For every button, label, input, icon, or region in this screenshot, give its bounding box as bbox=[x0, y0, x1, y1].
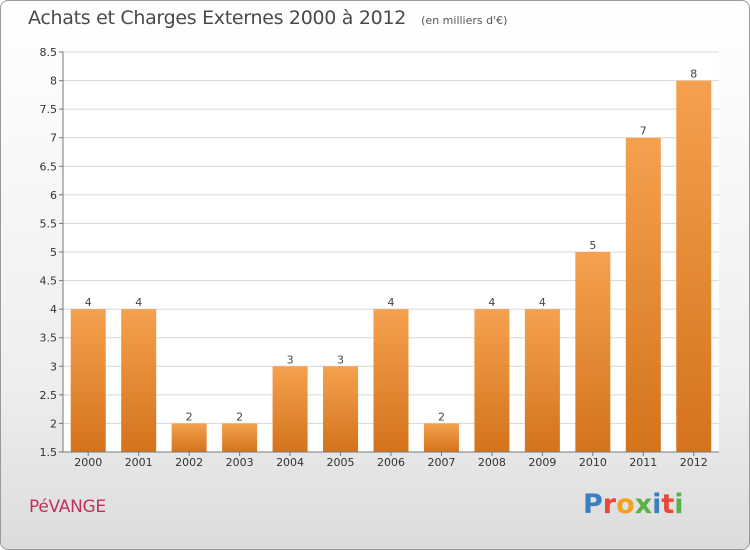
data-label: 4 bbox=[539, 296, 546, 309]
bar-2006 bbox=[373, 309, 409, 452]
chart-subtitle: (en milliers d'€) bbox=[421, 14, 508, 27]
x-tick-label: 2004 bbox=[276, 456, 304, 469]
x-tick-label: 2007 bbox=[427, 456, 455, 469]
x-tick-label: 2010 bbox=[579, 456, 607, 469]
x-tick-label: 2006 bbox=[377, 456, 405, 469]
commune-name: PéVANGE bbox=[29, 497, 106, 517]
brand-letter: t bbox=[661, 489, 675, 520]
bar-2003 bbox=[222, 423, 258, 452]
brand-letter: i bbox=[674, 489, 684, 520]
x-tick-label: 2000 bbox=[74, 456, 102, 469]
bar-2009 bbox=[524, 309, 560, 452]
data-label: 7 bbox=[640, 125, 647, 138]
y-tick-label: 3 bbox=[50, 360, 57, 373]
title-row: Achats et Charges Externes 2000 à 2012 (… bbox=[28, 7, 507, 29]
y-tick-label: 5.5 bbox=[40, 217, 58, 230]
x-tick-label: 2005 bbox=[327, 456, 355, 469]
data-label: 4 bbox=[135, 296, 142, 309]
proxiti-logo: Proxiti bbox=[583, 489, 684, 520]
brand-letter: i bbox=[652, 489, 662, 520]
y-tick-label: 4.5 bbox=[40, 275, 58, 288]
bar-2008 bbox=[474, 309, 510, 452]
y-tick-label: 4 bbox=[50, 303, 57, 316]
y-tick-label: 6 bbox=[50, 189, 57, 202]
brand-letter: x bbox=[634, 489, 653, 520]
bar-2001 bbox=[121, 309, 157, 452]
bar-2000 bbox=[70, 309, 106, 452]
data-label: 8 bbox=[690, 68, 697, 81]
data-label: 3 bbox=[287, 353, 294, 366]
y-tick-label: 7 bbox=[50, 132, 57, 145]
bar-2007 bbox=[423, 423, 459, 452]
chart-title: Achats et Charges Externes 2000 à 2012 bbox=[28, 7, 407, 29]
y-tick-label: 2.5 bbox=[40, 389, 58, 402]
brand-letter: o bbox=[616, 489, 635, 520]
y-tick-label: 2 bbox=[50, 417, 57, 430]
data-label: 2 bbox=[438, 410, 445, 423]
brand-letter: r bbox=[602, 489, 617, 520]
y-tick-label: 7.5 bbox=[40, 103, 58, 116]
data-label: 4 bbox=[85, 296, 92, 309]
bar-2002 bbox=[171, 423, 207, 452]
bar-2010 bbox=[575, 252, 611, 452]
x-tick-label: 2011 bbox=[629, 456, 657, 469]
data-label: 2 bbox=[186, 410, 193, 423]
x-tick-label: 2008 bbox=[478, 456, 506, 469]
y-tick-label: 8.5 bbox=[40, 46, 58, 59]
data-label: 3 bbox=[337, 353, 344, 366]
brand-letter: P bbox=[583, 489, 603, 520]
x-tick-label: 2001 bbox=[125, 456, 153, 469]
data-label: 4 bbox=[388, 296, 395, 309]
y-tick-label: 3.5 bbox=[40, 332, 58, 345]
bar-2004 bbox=[272, 366, 308, 452]
x-tick-label: 2002 bbox=[175, 456, 203, 469]
data-label: 4 bbox=[488, 296, 495, 309]
bar-2012 bbox=[676, 80, 712, 453]
x-tick-label: 2012 bbox=[680, 456, 708, 469]
bar-2005 bbox=[323, 366, 359, 452]
y-tick-label: 8 bbox=[50, 75, 57, 88]
y-tick-label: 1.5 bbox=[40, 446, 58, 459]
x-tick-label: 2003 bbox=[226, 456, 254, 469]
x-tick-label: 2009 bbox=[528, 456, 556, 469]
data-label: 5 bbox=[589, 239, 596, 252]
data-label: 2 bbox=[236, 410, 243, 423]
y-tick-label: 5 bbox=[50, 246, 57, 259]
bar-2011 bbox=[625, 137, 661, 452]
y-tick-label: 6.5 bbox=[40, 160, 58, 173]
